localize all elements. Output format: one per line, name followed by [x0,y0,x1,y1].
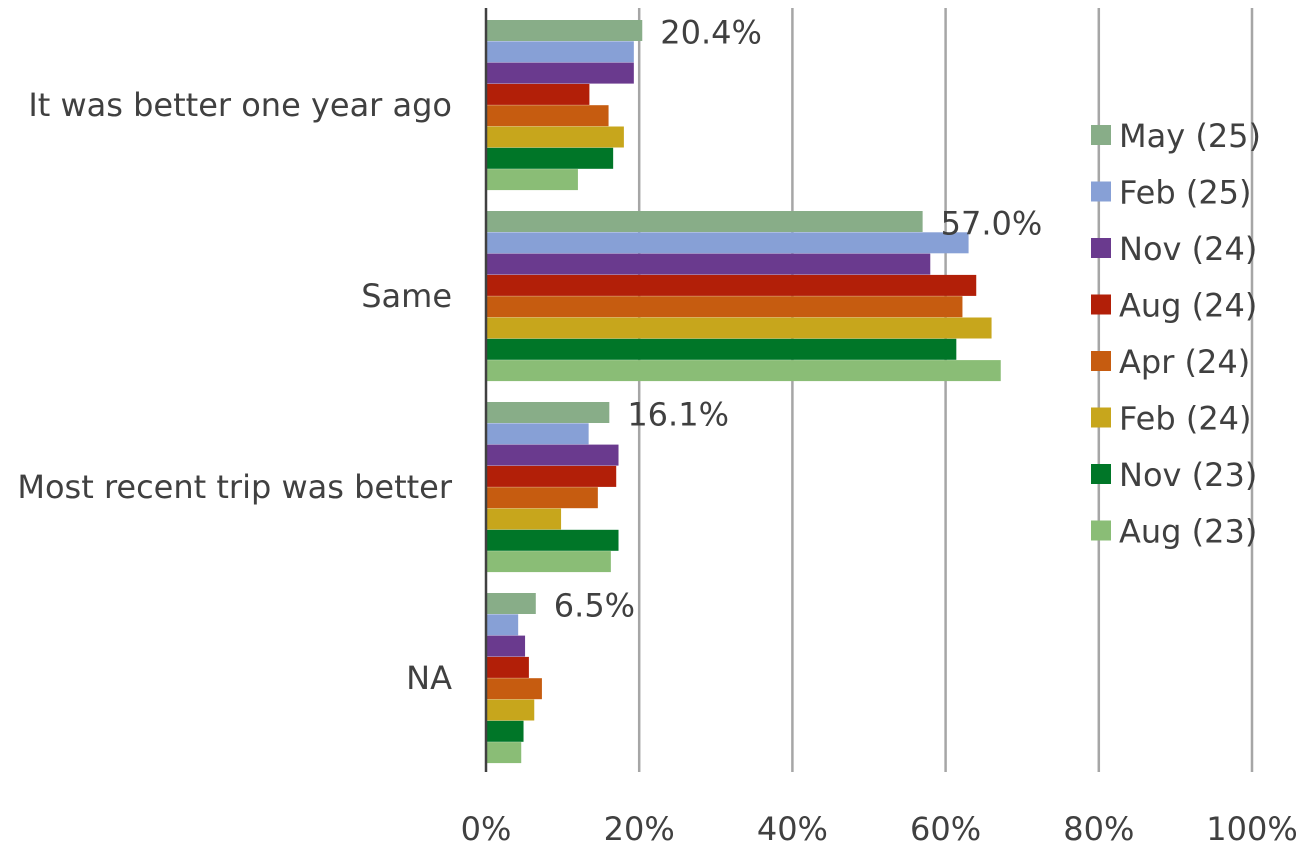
x-tick-label: 20% [604,810,675,844]
bar [486,211,923,232]
bar [486,656,529,678]
bar [486,402,610,423]
bar [486,105,609,127]
bar [486,423,589,445]
legend-swatch [1091,181,1111,202]
bar [486,551,611,573]
bar [486,593,536,614]
bar [486,360,1001,382]
bar [486,720,524,742]
x-tick-labels: 0% 20% 40% 60% 80% 100% [461,810,1298,844]
legend-swatch [1091,125,1111,145]
legend-label: Feb (25) [1119,174,1252,212]
bar [486,614,519,636]
bar [486,508,562,530]
data-label: 16.1% [627,396,729,434]
bar [486,41,634,63]
bar [486,465,617,487]
legend-swatch [1091,238,1111,258]
legend-label: Nov (23) [1119,456,1257,494]
legend-swatch [1091,351,1111,371]
x-tick-label: 100% [1206,810,1297,844]
legend-label: Feb (24) [1119,400,1252,438]
bar [486,678,542,700]
bar [486,699,535,721]
x-tick-label: 80% [1063,810,1134,844]
legend-swatch [1091,407,1111,428]
bar [486,253,931,275]
bar [486,169,578,191]
bar [486,62,634,84]
bar [486,232,969,254]
category-label: NA [406,659,452,697]
x-tick-label: 60% [910,810,981,844]
x-tick-label: 40% [757,810,828,844]
bar [486,317,992,339]
bar [486,126,624,148]
category-labels: It was better one year ago Same Most recen… [17,86,452,697]
bar [486,20,643,41]
data-label: 20.4% [660,14,762,52]
data-label: 57.0% [941,205,1043,243]
legend-swatch [1091,294,1111,315]
data-label: 6.5% [554,587,635,625]
x-tick-label: 0% [461,810,512,844]
legend: May (25) Feb (25) Nov (24) Aug (24) Apr (24)… [1091,117,1261,551]
bar [486,338,957,360]
bar [486,147,614,169]
data-labels: 20.4% 57.0% 16.1% 6.5% [554,14,1042,625]
bar [486,274,977,296]
legend-swatch [1091,520,1111,541]
legend-label: Aug (23) [1119,513,1257,551]
category-label: Same [361,277,452,315]
bar [486,296,963,318]
bar [486,635,526,657]
legend-label: Aug (24) [1119,287,1257,325]
legend-swatch [1091,464,1111,484]
category-label: It was better one year ago [28,86,452,124]
legend-label: Apr (24) [1119,343,1250,381]
bar [486,742,522,764]
bar [486,487,598,509]
bar [486,83,590,105]
category-label: Most recent trip was better [17,468,452,506]
legend-label: Nov (24) [1119,230,1257,268]
legend-label: May (25) [1119,117,1261,155]
bar [486,444,619,466]
bar [486,529,619,551]
bars [486,20,1001,764]
